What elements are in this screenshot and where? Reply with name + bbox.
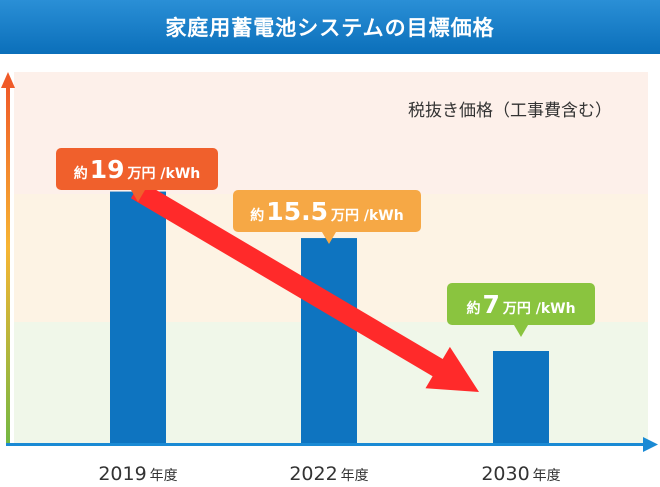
data-label: 約15.5 万円 /kWh bbox=[250, 197, 403, 226]
callout-2022: 約15.5 万円 /kWh bbox=[233, 190, 421, 244]
y-axis-arrowhead bbox=[1, 72, 15, 88]
label-value: 7 bbox=[482, 290, 499, 319]
chart-title: 家庭用蓄電池システムの目標価格 bbox=[165, 16, 495, 40]
trend-arrow bbox=[130, 181, 479, 392]
data-label: 約7 万円 /kWh bbox=[466, 290, 575, 319]
trend-arrow-layer bbox=[130, 181, 479, 392]
label-prefix: 約 bbox=[250, 207, 264, 224]
callout-box bbox=[233, 190, 421, 232]
label-value: 15.5 bbox=[266, 197, 328, 226]
label-unit: 万円 /kWh bbox=[127, 166, 201, 182]
x-tick-2030: 2030 年度 bbox=[481, 463, 560, 485]
callout-box bbox=[447, 283, 595, 325]
callout-tail bbox=[322, 232, 336, 244]
x-tick-2022: 2022 年度 bbox=[289, 463, 368, 485]
tick-suffix: 年度 bbox=[341, 468, 369, 484]
tick-suffix: 年度 bbox=[150, 468, 178, 484]
x-axis-line bbox=[6, 443, 646, 446]
y-axis-line bbox=[6, 86, 10, 444]
bar-2019 bbox=[110, 191, 166, 444]
callout-2019: 約19 万円 /kWh bbox=[56, 148, 218, 202]
tick-year: 2022 bbox=[289, 463, 337, 485]
callout-2030: 約7 万円 /kWh bbox=[447, 283, 595, 337]
bar-group bbox=[110, 191, 549, 444]
tick-year: 2030 bbox=[481, 463, 529, 485]
label-unit: 万円 /kWh bbox=[330, 208, 404, 224]
x-tick-2019: 2019 年度 bbox=[98, 463, 177, 485]
label-unit: 万円 /kWh bbox=[502, 301, 576, 317]
label-value: 19 bbox=[90, 155, 125, 184]
callout-tail bbox=[131, 190, 145, 202]
chart-subtitle: 税抜き価格（工事費含む） bbox=[408, 101, 612, 121]
bar-2030 bbox=[493, 351, 549, 444]
label-prefix: 約 bbox=[466, 300, 480, 317]
tick-suffix: 年度 bbox=[533, 468, 561, 484]
axes bbox=[1, 72, 658, 452]
title-bar: 家庭用蓄電池システムの目標価格 bbox=[0, 0, 660, 54]
callout-box bbox=[56, 148, 218, 190]
x-tick-group: 2019 年度 2022 年度 2030 年度 bbox=[98, 463, 560, 485]
label-prefix: 約 bbox=[74, 165, 88, 182]
x-axis-arrowhead bbox=[643, 437, 658, 452]
bar-2022 bbox=[301, 238, 357, 444]
data-label: 約19 万円 /kWh bbox=[74, 155, 201, 184]
callout-tail bbox=[514, 325, 528, 337]
tick-year: 2019 bbox=[98, 463, 146, 485]
